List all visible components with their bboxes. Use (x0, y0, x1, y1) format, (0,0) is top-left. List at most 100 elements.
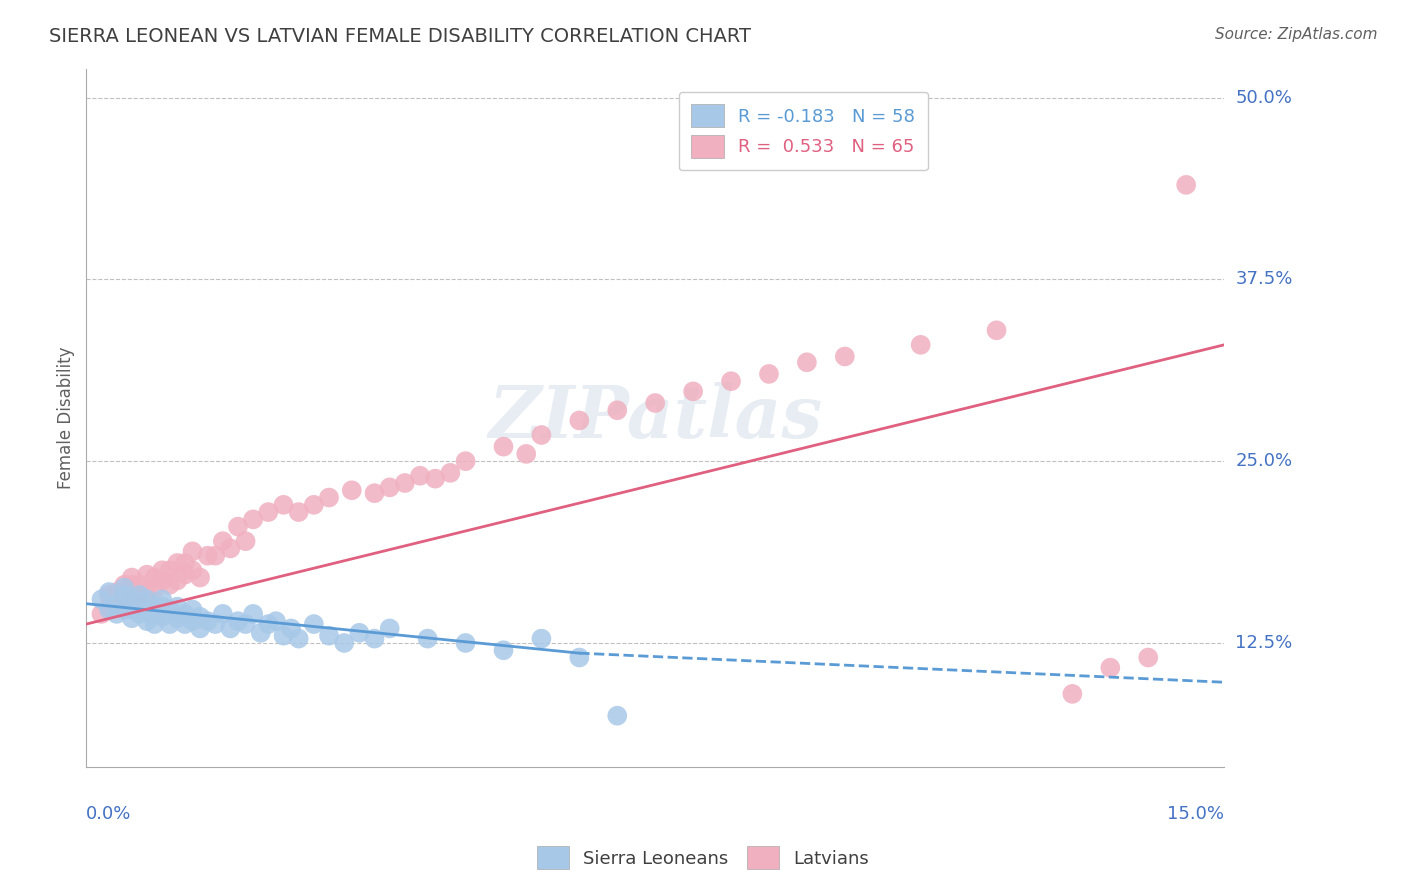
Point (98, 588, 121, 602)
Point (606, 708, 628, 723)
Point (112, 602, 135, 616)
Point (378, 480, 401, 494)
Point (150, 563, 173, 577)
Point (136, 592, 159, 607)
Point (105, 585, 128, 599)
Point (986, 323, 1008, 337)
Point (758, 367, 780, 381)
Point (439, 466, 461, 480)
Point (454, 636, 477, 650)
Point (796, 355, 818, 369)
Point (121, 578, 143, 592)
Point (150, 592, 173, 607)
Point (166, 556, 188, 570)
Point (128, 578, 150, 592)
Text: 25.0%: 25.0% (1236, 452, 1292, 470)
Point (568, 650, 591, 665)
Legend: R = -0.183   N = 58, R =  0.533   N = 65: R = -0.183 N = 58, R = 0.533 N = 65 (679, 92, 928, 170)
Point (181, 614, 204, 628)
Point (174, 556, 197, 570)
Point (226, 614, 249, 628)
Point (568, 413, 591, 427)
Point (90, 592, 112, 607)
Point (242, 512, 264, 526)
Point (340, 483, 363, 498)
Point (264, 614, 287, 628)
Point (143, 570, 166, 584)
Point (181, 563, 204, 577)
Point (197, 549, 219, 563)
Point (204, 549, 226, 563)
Y-axis label: Female Disability: Female Disability (58, 346, 75, 489)
Point (606, 403, 628, 417)
Point (112, 581, 135, 595)
Point (128, 588, 150, 602)
Point (150, 574, 173, 588)
Point (720, 374, 742, 388)
Point (159, 578, 181, 592)
Point (143, 582, 166, 596)
Text: 12.5%: 12.5% (1236, 634, 1292, 652)
Point (136, 567, 159, 582)
Point (150, 599, 173, 614)
Point (211, 534, 233, 549)
Point (128, 588, 150, 602)
Point (174, 617, 197, 632)
Point (273, 498, 295, 512)
Point (121, 602, 143, 616)
Text: Source: ZipAtlas.com: Source: ZipAtlas.com (1215, 27, 1378, 42)
Point (159, 602, 181, 616)
Point (188, 622, 211, 636)
Point (249, 625, 271, 640)
Point (492, 643, 515, 657)
Point (166, 574, 188, 588)
Point (492, 440, 515, 454)
Point (302, 498, 325, 512)
Point (121, 570, 143, 584)
Point (363, 486, 385, 500)
Point (394, 475, 416, 490)
Point (188, 570, 211, 584)
Point (159, 563, 181, 577)
Point (211, 607, 233, 621)
Point (188, 609, 211, 624)
Point (112, 599, 135, 614)
Point (105, 607, 128, 621)
Point (128, 607, 150, 621)
Point (136, 602, 159, 616)
Point (121, 592, 143, 607)
Text: ZIPatlas: ZIPatlas (488, 382, 823, 453)
Point (416, 632, 439, 646)
Point (318, 491, 340, 505)
Point (235, 534, 257, 549)
Point (273, 629, 295, 643)
Point (257, 505, 280, 519)
Point (98, 599, 121, 614)
Point (834, 350, 856, 364)
Point (349, 625, 371, 640)
Point (1137, 650, 1160, 665)
Point (197, 614, 219, 628)
Point (166, 599, 188, 614)
Point (333, 636, 356, 650)
Point (143, 617, 166, 632)
Point (302, 617, 325, 632)
Point (910, 338, 932, 352)
Point (181, 544, 204, 558)
Point (644, 396, 666, 410)
Point (1099, 661, 1122, 675)
Point (318, 629, 340, 643)
Point (1175, 178, 1198, 192)
Point (174, 607, 197, 621)
Point (136, 585, 159, 599)
Point (112, 588, 135, 602)
Point (174, 567, 197, 582)
Point (166, 611, 188, 625)
Point (280, 622, 302, 636)
Point (112, 578, 135, 592)
Point (105, 597, 128, 611)
Point (682, 384, 704, 399)
Point (143, 607, 166, 621)
Point (105, 597, 128, 611)
Point (112, 588, 135, 602)
